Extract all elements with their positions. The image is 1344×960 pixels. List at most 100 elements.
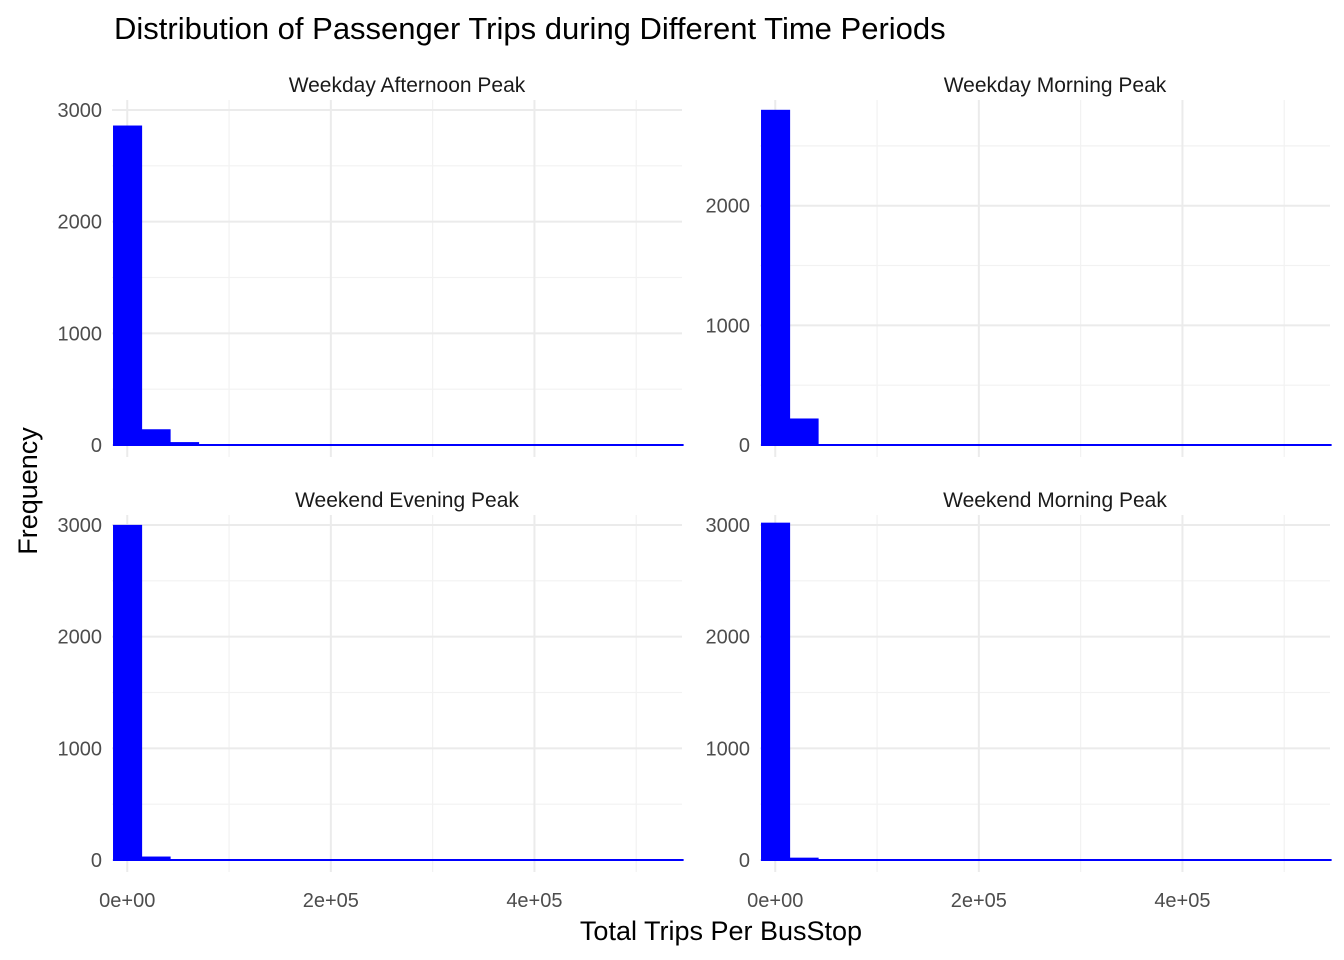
histogram-bar [398, 444, 428, 446]
y-tick-label: 0 [91, 435, 102, 457]
histogram-bar [569, 859, 599, 861]
facet-strip-title: Weekday Afternoon Peak [289, 74, 526, 97]
histogram-bar [113, 125, 143, 447]
y-tick-label: 3000 [706, 515, 751, 537]
histogram-bar [255, 859, 285, 861]
x-tick-label: 2e+05 [951, 890, 1007, 912]
histogram-bar [312, 859, 342, 861]
facet-strip-title: Weekend Morning Peak [943, 489, 1167, 512]
y-tick-label: 0 [739, 850, 750, 872]
x-tick-label: 2e+05 [303, 890, 359, 912]
facet-panel: Weekday Afternoon Peak 0 1000 2000 3000 [58, 74, 684, 457]
histogram-bar [540, 444, 570, 446]
histogram-bar [1074, 444, 1104, 446]
y-tick-label: 0 [91, 850, 102, 872]
histogram-bar [1046, 444, 1076, 446]
histogram-bar [960, 444, 990, 446]
histogram-bar [1046, 859, 1076, 861]
histogram-bar [818, 444, 848, 446]
x-tick-label: 0e+00 [747, 890, 803, 912]
histogram-bar [312, 444, 342, 446]
histogram-bar [198, 859, 228, 861]
histogram-bar [818, 859, 848, 861]
histogram-bar [626, 859, 656, 861]
y-tick-label: 3000 [58, 100, 103, 122]
y-tick-label: 1000 [58, 738, 103, 760]
histogram-bar [1017, 859, 1047, 861]
histogram-bar [1074, 859, 1104, 861]
histogram-bar [170, 859, 200, 861]
histogram-bar [1245, 444, 1275, 446]
histogram-bar [654, 444, 684, 446]
y-tick-label: 0 [739, 435, 750, 457]
facet-panels: Weekday Afternoon Peak0100020003000Weekd… [58, 74, 1332, 912]
y-tick-label: 1000 [58, 323, 103, 345]
histogram-bar [932, 444, 962, 446]
y-tick-label: 3000 [58, 515, 103, 537]
histogram-bar [932, 859, 962, 861]
facet-strip-title: Weekend Evening Peak [295, 489, 519, 512]
histogram-bar [989, 444, 1019, 446]
histogram-bar [989, 859, 1019, 861]
facet-panel: Weekday Morning Peak 0 1000 2000 [706, 74, 1332, 457]
y-axis-title: Frequency [13, 427, 43, 555]
histogram-bar [426, 444, 456, 446]
histogram-bar [626, 444, 656, 446]
histogram-bar [455, 859, 485, 861]
histogram-bar [1217, 444, 1247, 446]
histogram-bar [483, 444, 513, 446]
histogram-bar [341, 859, 371, 861]
histogram-bar [227, 859, 257, 861]
histogram-bar [1160, 444, 1190, 446]
histogram-bar [455, 444, 485, 446]
histogram-bar [846, 444, 876, 446]
y-tick-label: 2000 [706, 627, 751, 649]
histogram-bar [540, 859, 570, 861]
histogram-bar [369, 444, 399, 446]
histogram-bar [141, 856, 171, 861]
histogram-bar [255, 444, 285, 446]
y-tick-label: 1000 [706, 315, 751, 337]
histogram-bar [1188, 444, 1218, 446]
y-tick-label: 2000 [706, 196, 751, 218]
facet-panel: Weekend Morning Peak 0 1000 2000 3000 0e+00 2e… [706, 489, 1332, 912]
histogram-bar [512, 444, 542, 446]
histogram-bar [960, 859, 990, 861]
y-tick-label: 2000 [58, 627, 103, 649]
histogram-bar [1188, 859, 1218, 861]
histogram-bar [1302, 859, 1332, 861]
x-axis-title: Total Trips Per BusStop [580, 916, 862, 946]
histogram-bar [846, 859, 876, 861]
histogram-bar [903, 859, 933, 861]
histogram-bar [141, 429, 171, 446]
histogram-bar [113, 524, 143, 861]
histogram-bar [227, 444, 257, 446]
histogram-bar [761, 109, 791, 446]
histogram-bar [1245, 859, 1275, 861]
histogram-bar [1131, 444, 1161, 446]
histogram-bar [597, 444, 627, 446]
histogram-bar [170, 442, 200, 446]
histogram-bar [875, 444, 905, 446]
histogram-bar [284, 859, 314, 861]
histogram-bar [761, 522, 791, 861]
histogram-bar [1103, 444, 1133, 446]
x-tick-label: 4e+05 [1154, 890, 1210, 912]
facet-panel: Weekend Evening Peak 0 1000 2000 3000 0e+00 2e… [58, 489, 684, 912]
histogram-bar [1160, 859, 1190, 861]
histogram-bar [789, 418, 819, 446]
histogram-bar [284, 444, 314, 446]
histogram-bar [1274, 444, 1304, 446]
y-tick-label: 2000 [58, 212, 103, 234]
histogram-bar [1274, 859, 1304, 861]
facet-strip-title: Weekday Morning Peak [944, 74, 1167, 97]
histogram-bar [512, 859, 542, 861]
histogram-bar [875, 859, 905, 861]
histogram-bar [1017, 444, 1047, 446]
histogram-bar [369, 859, 399, 861]
histogram-bar [398, 859, 428, 861]
histogram-bar [198, 444, 228, 446]
histogram-bar [483, 859, 513, 861]
chart-title: Distribution of Passenger Trips during D… [114, 11, 946, 46]
